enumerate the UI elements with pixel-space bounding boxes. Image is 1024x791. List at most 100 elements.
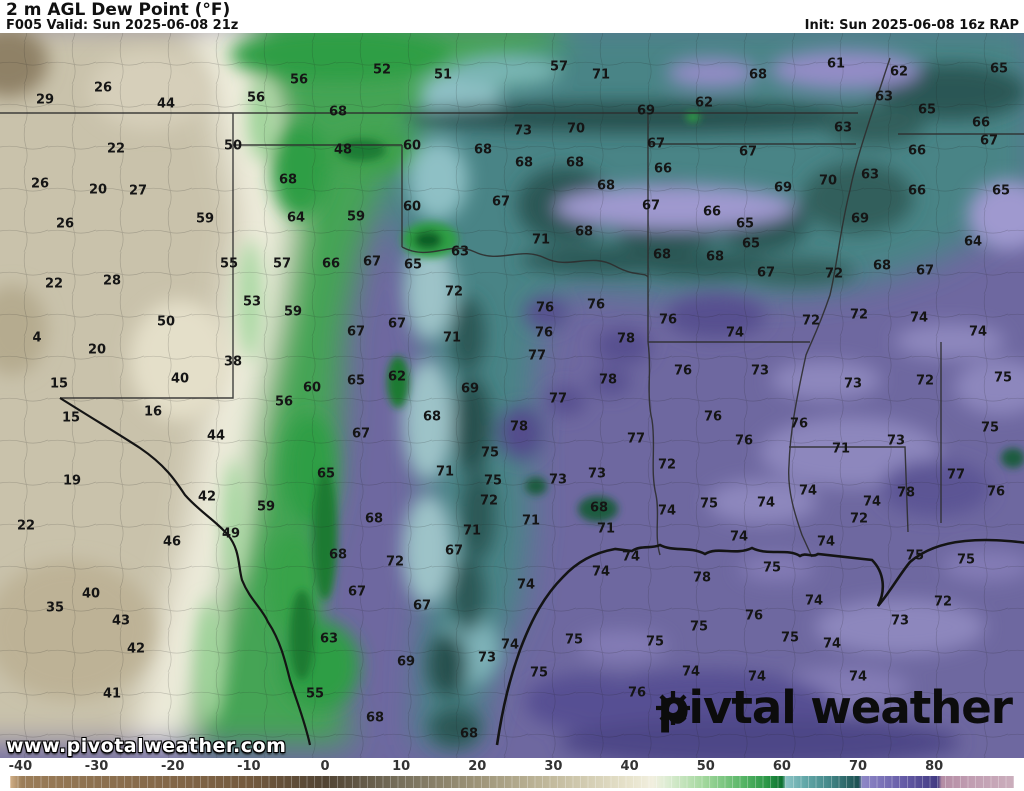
dewpoint-value: 76 — [673, 363, 693, 379]
logo-text-left: piv — [657, 681, 732, 734]
dewpoint-value: 60 — [302, 380, 322, 396]
dewpoint-value: 66 — [702, 204, 722, 220]
pivotal-weather-logo: piv tal weather — [656, 681, 1013, 734]
dewpoint-value: 74 — [909, 310, 929, 326]
dewpoint-value: 73 — [886, 433, 906, 449]
dewpoint-value: 68 — [596, 178, 616, 194]
dewpoint-value: 73 — [513, 123, 533, 139]
dewpoint-value: 73 — [843, 376, 863, 392]
dewpoint-value: 67 — [915, 263, 935, 279]
colorbar-tick: -40 — [8, 759, 33, 774]
dewpoint-value: 74 — [725, 325, 745, 341]
dewpoint-value: 71 — [531, 232, 551, 248]
dewpoint-value: 29 — [35, 92, 55, 108]
coastline-borders — [59, 397, 1024, 746]
dewpoint-value: 59 — [346, 209, 366, 225]
dewpoint-value: 68 — [748, 67, 768, 83]
dewpoint-value: 74 — [657, 503, 677, 519]
dewpoint-value: 73 — [587, 466, 607, 482]
dewpoint-value: 75 — [483, 473, 503, 489]
dewpoint-value: 40 — [81, 586, 101, 602]
dewpoint-value: 72 — [385, 554, 405, 570]
dewpoint-value: 73 — [477, 650, 497, 666]
dewpoint-value: 35 — [45, 600, 65, 616]
dewpoint-value: 70 — [818, 173, 838, 189]
dewpoint-value: 59 — [283, 304, 303, 320]
colorbar-footer: -40 -30 -20 -10 0 10 20 30 40 50 60 70 80 — [0, 758, 1024, 791]
dewpoint-value: 76 — [734, 433, 754, 449]
dewpoint-value: 73 — [750, 363, 770, 379]
dewpoint-value: 22 — [16, 518, 36, 534]
dewpoint-value: 22 — [106, 141, 126, 157]
dewpoint-value: 72 — [444, 284, 464, 300]
dewpoint-value: 59 — [256, 499, 276, 515]
dewpoint-value: 68 — [574, 224, 594, 240]
dewpoint-value: 69 — [773, 180, 793, 196]
logo-text-right: tal weather — [731, 681, 1013, 734]
dewpoint-value: 51 — [433, 67, 453, 83]
dewpoint-value: 65 — [989, 61, 1009, 77]
dewpoint-value: 60 — [402, 199, 422, 215]
dewpoint-value: 74 — [516, 577, 536, 593]
dewpoint-value: 73 — [890, 613, 910, 629]
dewpoint-value: 44 — [206, 428, 226, 444]
dewpoint-value: 78 — [616, 331, 636, 347]
colorbar-tick: -30 — [84, 759, 109, 774]
dewpoint-value: 27 — [128, 183, 148, 199]
dewpoint-value: 15 — [49, 376, 69, 392]
dewpoint-value: 75 — [993, 370, 1013, 386]
dewpoint-value: 69 — [850, 211, 870, 227]
dewpoint-value: 67 — [491, 194, 511, 210]
dewpoint-value: 76 — [535, 300, 555, 316]
dewpoint-value: 74 — [500, 637, 520, 653]
dewpoint-value: 55 — [219, 256, 239, 272]
gear-icon — [656, 691, 691, 725]
dewpoint-value: 75 — [689, 619, 709, 635]
dewpoint-value: 74 — [862, 494, 882, 510]
dewpoint-value: 64 — [963, 234, 983, 250]
dewpoint-value: 76 — [658, 312, 678, 328]
dewpoint-value: 67 — [646, 136, 666, 152]
dewpoint-value: 70 — [566, 121, 586, 137]
dewpoint-value: 16 — [143, 404, 163, 420]
colorbar-tick: 70 — [849, 759, 868, 774]
dewpoint-value: 65 — [735, 216, 755, 232]
dewpoint-value: 20 — [87, 342, 107, 358]
dewpoint-value: 76 — [703, 409, 723, 425]
colorbar-tick: 20 — [468, 759, 487, 774]
dewpoint-value: 76 — [789, 416, 809, 432]
dewpoint-value: 67 — [444, 543, 464, 559]
dewpoint-value: 74 — [729, 529, 749, 545]
dewpoint-value: 68 — [872, 258, 892, 274]
dewpoint-value: 68 — [652, 247, 672, 263]
dewpoint-value: 75 — [762, 560, 782, 576]
dewpoint-value: 72 — [479, 493, 499, 509]
dewpoint-value: 67 — [738, 144, 758, 160]
dewpoint-value: 71 — [591, 67, 611, 83]
dewpoint-value: 68 — [705, 249, 725, 265]
dewpoint-value: 56 — [274, 394, 294, 410]
dewpoint-value: 43 — [111, 613, 131, 629]
dewpoint-value: 63 — [319, 631, 339, 647]
dewpoint-value: 28 — [102, 273, 122, 289]
dewpoint-value: 68 — [565, 155, 585, 171]
dewpoint-value: 63 — [833, 120, 853, 136]
dewpoint-value: 66 — [907, 183, 927, 199]
dewpoint-value: 74 — [747, 669, 767, 685]
dewpoint-value: 68 — [473, 142, 493, 158]
colorbar-tick: 30 — [544, 759, 563, 774]
dewpoint-value: 42 — [197, 489, 217, 505]
dewpoint-value: 76 — [534, 325, 554, 341]
dewpoint-value: 75 — [699, 496, 719, 512]
dewpoint-value: 78 — [598, 372, 618, 388]
dewpoint-value: 72 — [849, 307, 869, 323]
dewpoint-value: 74 — [822, 636, 842, 652]
dewpoint-value: 76 — [627, 685, 647, 701]
dewpoint-value: 67 — [362, 254, 382, 270]
dewpoint-value: 71 — [462, 523, 482, 539]
dewpoint-value: 26 — [30, 176, 50, 192]
dewpoint-value: 77 — [626, 431, 646, 447]
colorbar-tick: 60 — [772, 759, 791, 774]
dewpoint-value: 71 — [521, 513, 541, 529]
dewpoint-value: 72 — [657, 457, 677, 473]
